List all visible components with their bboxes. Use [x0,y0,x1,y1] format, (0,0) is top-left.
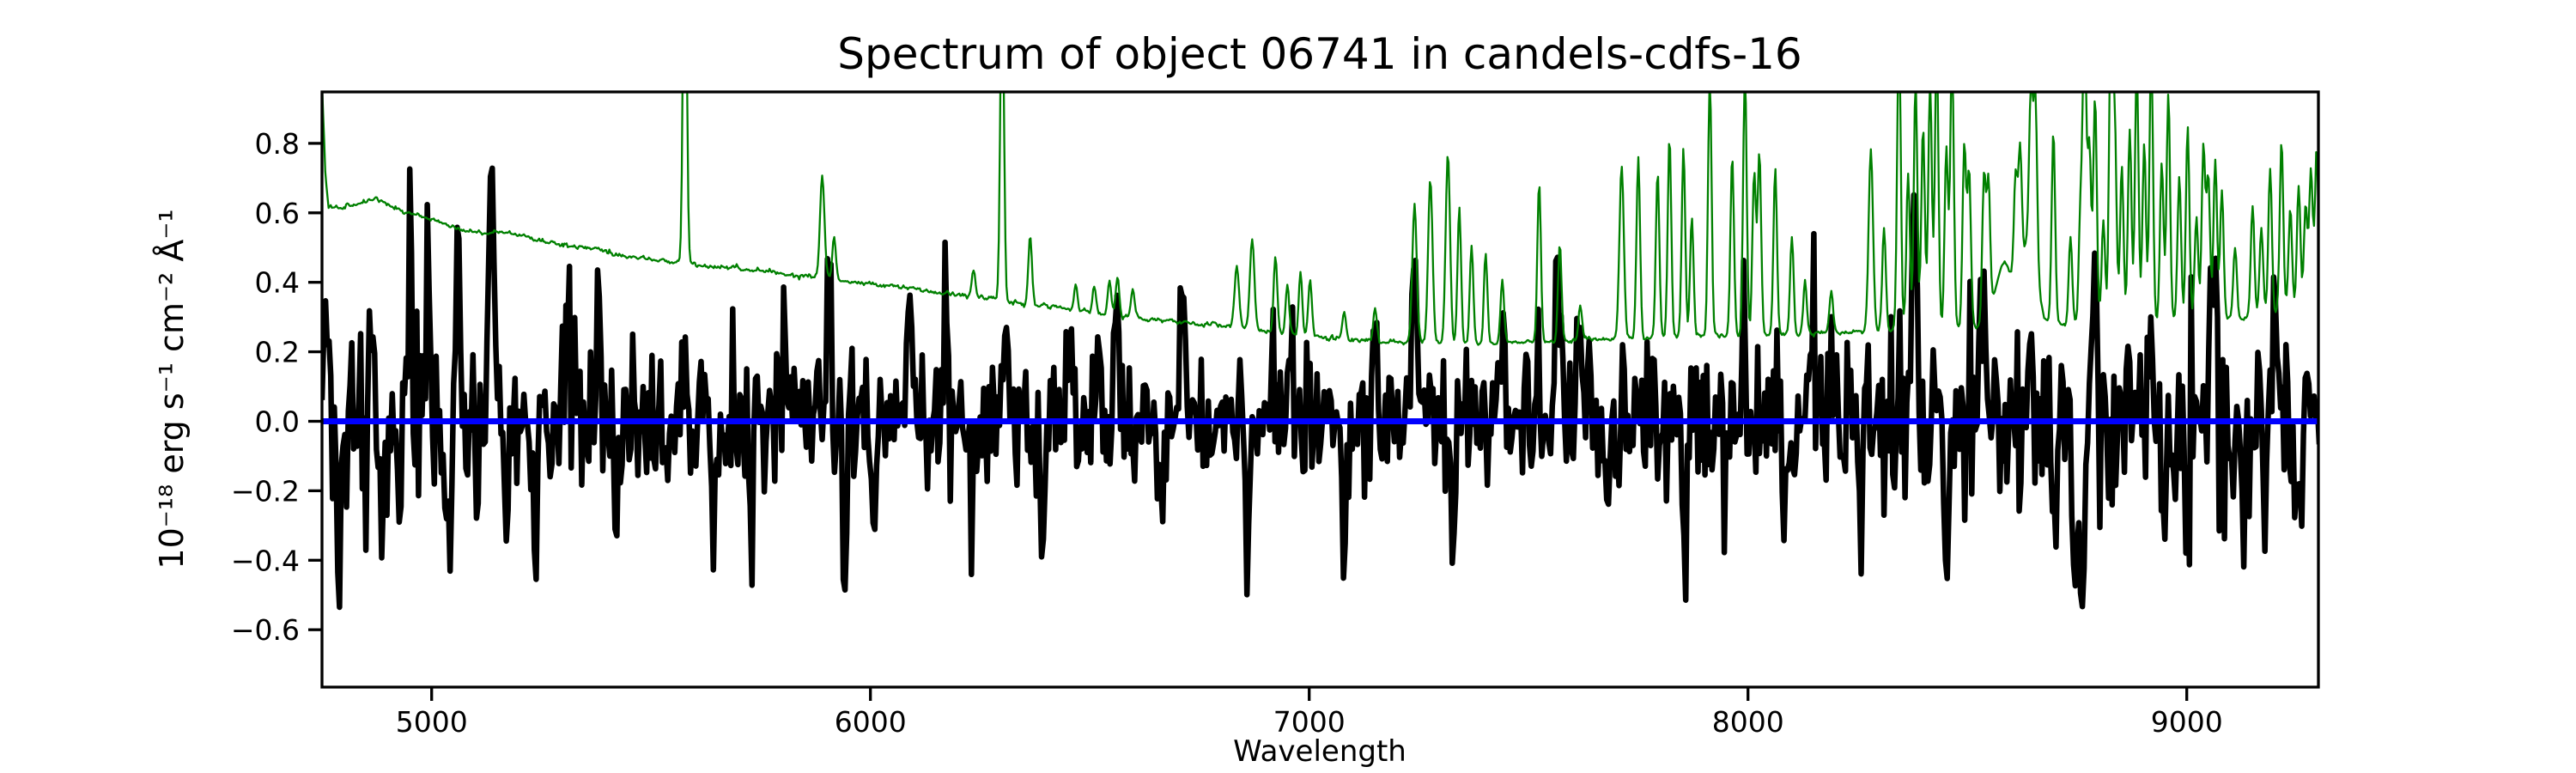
x-axis-label: Wavelength [1233,734,1406,769]
y-tick-label: −0.4 [231,544,300,577]
axes-layer: 5000 6000 7000 8000 9000 −0.6 −0.4 −0.2 0.0 0.2 0.… [231,90,2320,739]
x-tick-label: 8000 [1712,705,1784,739]
y-axis-label: 10⁻¹⁸ erg s⁻¹ cm⁻² Å⁻¹ [153,209,191,569]
x-tick-label: 5000 [396,705,468,739]
axes-frame [320,90,2320,689]
y-tick-label: 0.0 [255,405,300,439]
x-tick-label: 7000 [1273,705,1346,739]
series-layer [322,92,2318,611]
y-tick-label: 0.2 [255,336,300,369]
y-tick-label: 0.6 [255,197,300,230]
y-tick-label: −0.6 [231,613,300,647]
chart-title: Spectrum of object 06741 in candels-cdfs… [837,29,1802,79]
sky-noise-spectrum-line [322,92,2318,346]
x-tick-label: 9000 [2151,705,2223,739]
y-tick-label: 0.8 [255,127,300,161]
y-tick-label: 0.4 [255,266,300,300]
x-tick-label: 6000 [835,705,907,739]
y-tick-label: −0.2 [231,474,300,508]
observed-flux-line [322,165,2318,611]
